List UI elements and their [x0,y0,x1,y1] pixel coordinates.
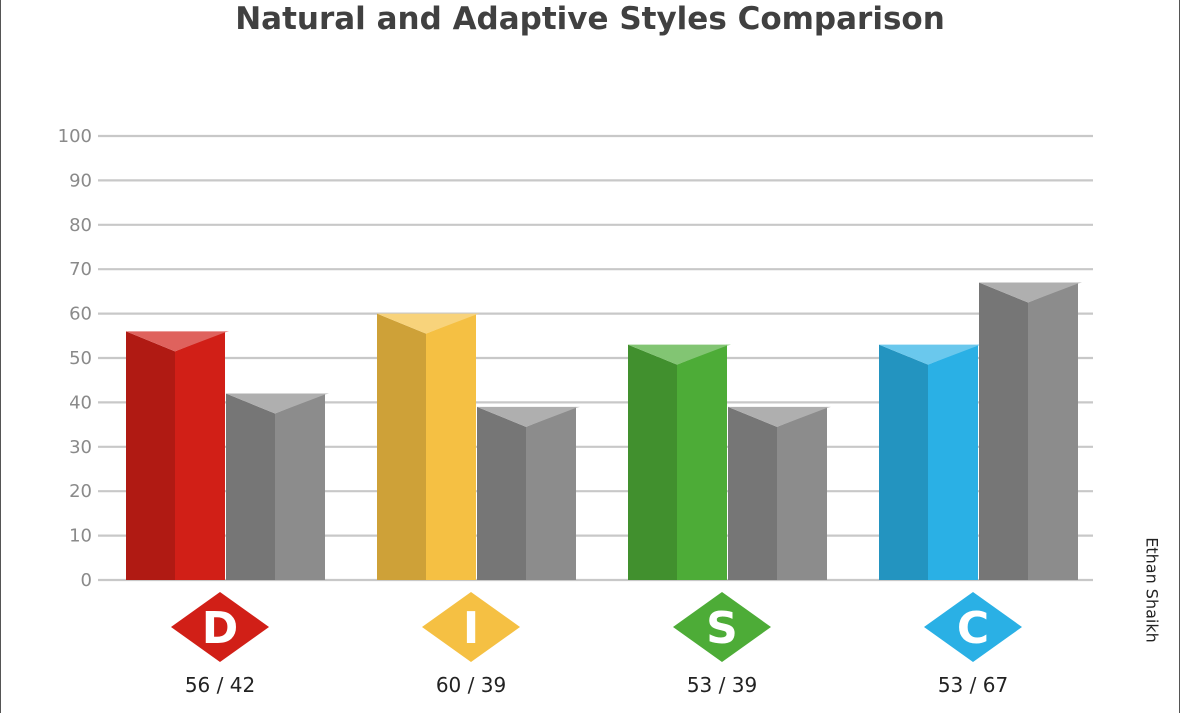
bar-adaptive-i-right-face [526,406,576,580]
bar-natural-d [126,331,229,580]
bar-natural-s [628,344,731,580]
y-tick-label: 40 [69,392,92,413]
category-label: I [463,603,479,654]
chart-title: Natural and Adaptive Styles Comparison [235,1,945,37]
badge-diamond [171,592,269,662]
bar-natural-s-top-face [628,344,731,365]
bar-natural-d-top-face [126,331,229,352]
bar-natural-i-right-face [426,313,476,580]
bar-adaptive-i-top-face [477,406,580,427]
bar-natural-c [879,344,982,580]
category-label: C [957,603,989,654]
y-tick-label: 50 [69,348,92,369]
badge-s: S [673,592,771,662]
value-labels: 56 / 42 60 / 39 53 / 39 53 / 67 [185,673,1008,697]
bar-adaptive-d-right-face [275,393,325,580]
value-label: 53 / 67 [938,673,1008,697]
y-tick-label: 20 [69,481,92,502]
bar-adaptive-d-left-face [226,393,275,580]
badge-diamond [422,592,520,662]
bar-adaptive-c-top-face [979,282,1082,303]
y-tick-label: 80 [69,215,92,236]
y-tick-label: 90 [69,170,92,191]
category-label: S [706,603,738,654]
value-label: 56 / 42 [185,673,255,697]
value-label: 60 / 39 [436,673,506,697]
bar-natural-s-right-face [677,344,727,580]
bar-natural-d-left-face [126,331,175,580]
badge-diamond [924,592,1022,662]
bar-adaptive-s-left-face [728,406,777,580]
y-tick-label: 10 [69,526,92,547]
bar-adaptive-i-left-face [477,406,526,580]
bar-adaptive-i [477,406,580,580]
bar-natural-c-right-face [928,344,978,580]
y-tick-label: 0 [81,570,92,591]
bar-adaptive-c-left-face [979,282,1028,580]
y-tick-label: 60 [69,304,92,325]
bar-adaptive-d-top-face [226,393,329,414]
bar-natural-i [377,313,480,580]
y-tick-label: 30 [69,437,92,458]
bar-adaptive-c-right-face [1028,282,1078,580]
bar-natural-c-top-face [879,344,982,365]
bar-adaptive-c [979,282,1082,580]
category-label: D [202,603,239,654]
bar-adaptive-s-right-face [777,406,827,580]
badge-d: D [171,592,269,662]
bar-natural-d-right-face [175,331,225,580]
bars [126,282,1082,580]
badge-diamond [673,592,771,662]
bar-adaptive-s-top-face [728,406,831,427]
bar-natural-s-left-face [628,344,677,580]
badge-c: C [924,592,1022,662]
bar-natural-i-left-face [377,313,426,580]
value-label: 53 / 39 [687,673,757,697]
bar-natural-i-top-face [377,313,480,334]
bar-adaptive-d [226,393,329,580]
y-tick-label: 70 [69,259,92,280]
y-tick-label: 100 [58,126,92,147]
badge-i: I [422,592,520,662]
bar-natural-c-left-face [879,344,928,580]
bar-adaptive-s [728,406,831,580]
y-axis-ticks: 0 10 20 30 40 50 60 70 80 90 100 [58,126,92,591]
